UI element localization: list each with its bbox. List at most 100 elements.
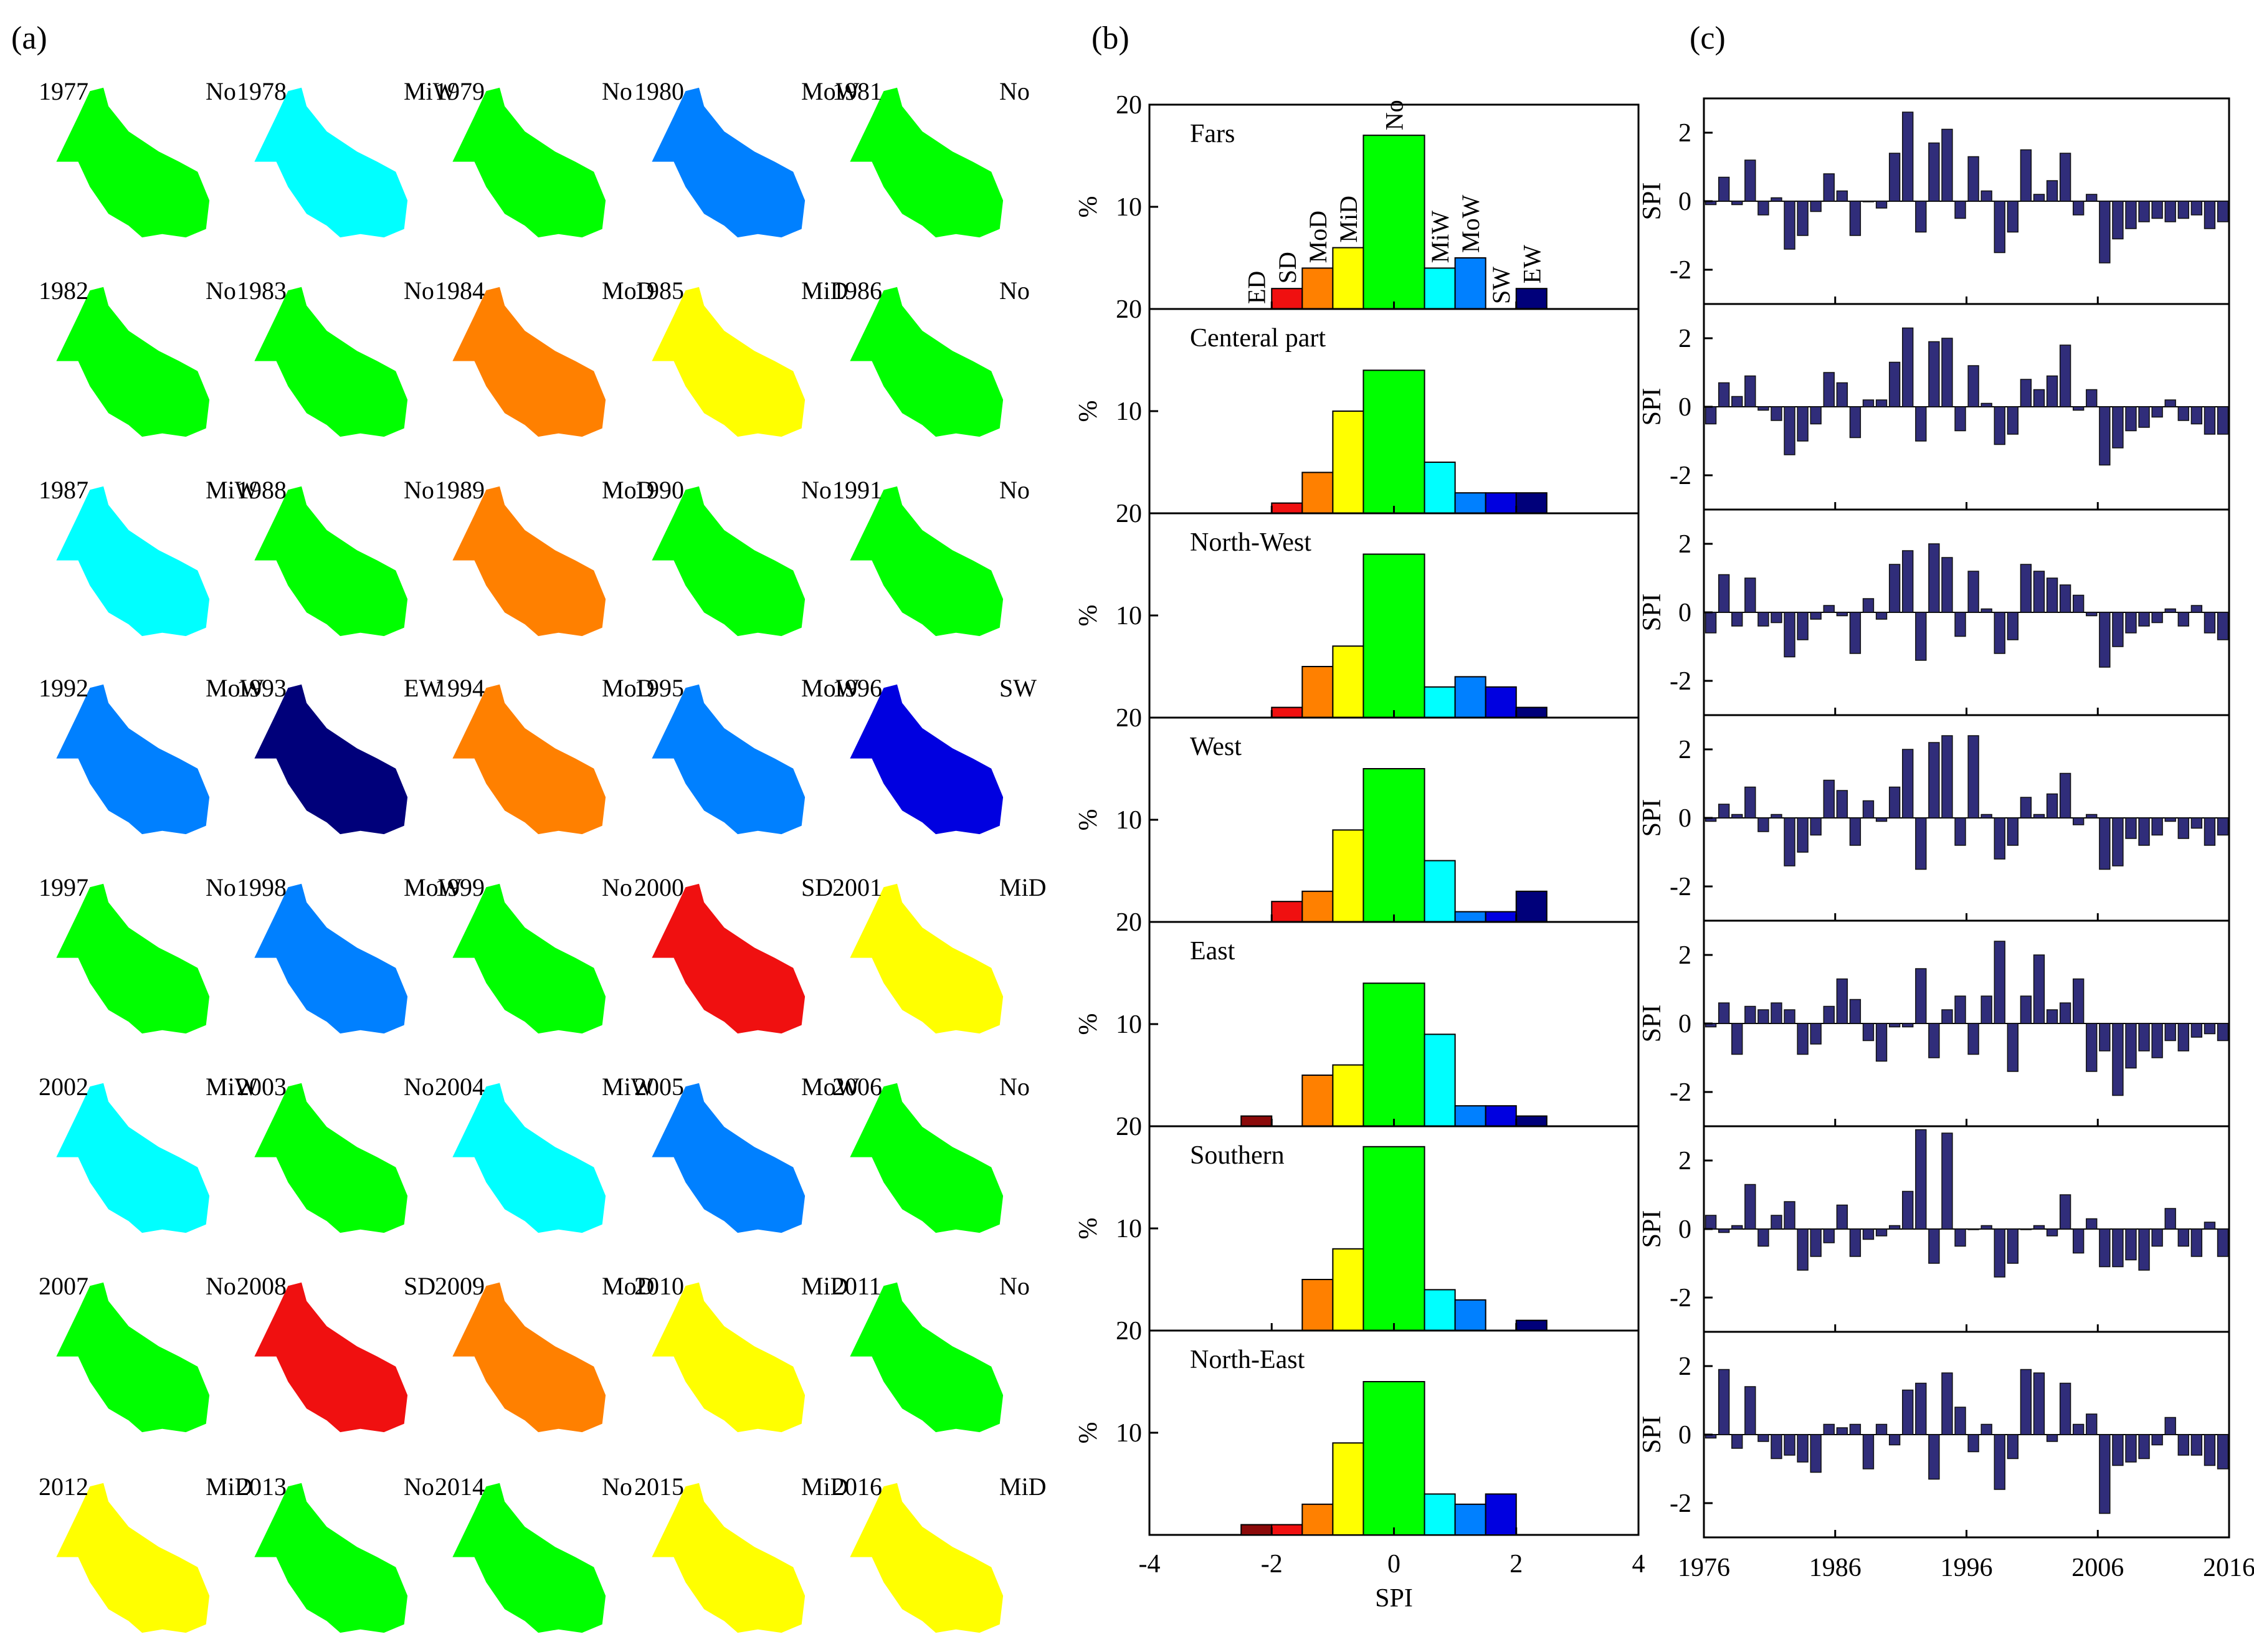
spi-bar-1985	[1810, 612, 1822, 620]
spi-bar-1994	[1928, 1228, 1940, 1264]
map-year-label: 2012	[39, 1473, 88, 1501]
spi-bar-1979	[1731, 201, 1743, 206]
spi-bar-1987	[1836, 1204, 1848, 1230]
spi-bar-1980	[1744, 159, 1756, 202]
map-shape	[452, 1483, 606, 1633]
region-map-1993	[254, 684, 408, 835]
spi-bar-1995	[1941, 735, 1953, 819]
map-year-label: 1978	[237, 77, 287, 105]
spi-bar-2015	[2204, 406, 2216, 435]
spi-bar-1992	[1902, 327, 1914, 407]
map-year-label: 2007	[39, 1272, 88, 1300]
map-class-label: MiD	[206, 1473, 253, 1501]
spi-bar-1983	[1784, 612, 1795, 658]
hist-bar-No	[1362, 982, 1425, 1127]
spi-bar-2000	[2007, 201, 2019, 233]
spi-bar-2014	[2190, 201, 2203, 216]
map-class-label: No	[999, 1272, 1030, 1300]
spi-bar-2012	[2164, 1417, 2176, 1435]
map-shape	[56, 1282, 210, 1433]
spi-bar-2002	[2033, 571, 2045, 613]
spi-bar-1983	[1784, 1009, 1795, 1024]
x-tick-label: 2006	[2071, 1554, 2124, 1582]
hist-bar-MoW	[1454, 1299, 1486, 1332]
spi-bar-2000	[2007, 1023, 2019, 1072]
spi-bar-2007	[2099, 1023, 2111, 1051]
spi-bar-2009	[2125, 406, 2137, 432]
y-axis-label: %	[1074, 1422, 1103, 1444]
map-shape	[254, 1282, 408, 1433]
region-map-1982	[56, 287, 210, 437]
spi-bar-2006	[2086, 194, 2098, 202]
y-tick-label: 2	[1678, 530, 1691, 559]
spi-bar-1988	[1849, 612, 1862, 654]
map-year-label: 1984	[435, 277, 485, 305]
class-label-MoD: MoD	[1304, 211, 1332, 263]
spi-bar-2002	[2033, 814, 2045, 819]
map-class-label: MoD	[602, 674, 654, 702]
y-tick-label: 10	[1116, 1419, 1142, 1448]
region-map-1984	[452, 287, 606, 437]
map-class-label: MiW	[602, 1073, 655, 1101]
hist-bar-MiW	[1424, 1493, 1456, 1536]
x-tick-label: 4	[1632, 1550, 1645, 1578]
spi-bar-1988	[1849, 201, 1862, 236]
hist-bar-SD	[1271, 502, 1303, 514]
spi-bar-2014	[2190, 1228, 2203, 1257]
spi-bar-2007	[2099, 612, 2111, 668]
map-class-label: No	[404, 476, 434, 504]
spi-bar-1989	[1862, 399, 1875, 407]
class-label-SW: SW	[1487, 267, 1515, 304]
spi-bar-2016	[2217, 406, 2229, 435]
region-map-2003	[254, 1083, 408, 1233]
spi-bar-2008	[2112, 612, 2124, 647]
map-class-label: No	[206, 1272, 236, 1300]
spi-bar-2000	[2007, 1228, 2019, 1264]
y-tick-label: 2	[1678, 119, 1691, 148]
map-shape	[652, 684, 806, 835]
spi-bar-1978	[1718, 1228, 1730, 1233]
y-axis-label: %	[1074, 196, 1103, 218]
map-class-label: No	[999, 1073, 1030, 1101]
spi-bar-1986	[1823, 1423, 1835, 1435]
spi-bar-1985	[1810, 406, 1822, 425]
spi-bar-2014	[2190, 817, 2203, 829]
region-map-1983	[254, 287, 408, 437]
y-tick-label: 2	[1678, 1147, 1691, 1175]
spi-bar-1977	[1705, 1215, 1717, 1230]
spi-bar-1989	[1862, 1023, 1875, 1042]
region-map-2012	[56, 1483, 210, 1633]
spi-bar-2006	[2086, 1218, 2098, 1230]
map-year-label: 1994	[435, 674, 485, 702]
region-map-1985	[652, 287, 806, 437]
map-class-label: No	[602, 873, 632, 901]
map-shape	[850, 486, 1004, 637]
spi-bar-1981	[1757, 201, 1769, 216]
spi-bar-1981	[1757, 1009, 1769, 1024]
class-label-MoW: MoW	[1457, 194, 1485, 253]
y-tick-label: 10	[1116, 193, 1142, 222]
spi-bar-1991	[1888, 1225, 1901, 1230]
spi-bar-1983	[1784, 406, 1795, 455]
hist-bar-MiW	[1424, 462, 1456, 514]
spi-bar-1998	[1981, 608, 1992, 613]
hist-bar-MiW	[1424, 1289, 1456, 1331]
y-tick-label: -2	[1670, 873, 1691, 901]
spi-bar-1998	[1981, 995, 1992, 1024]
spi-bar-2006	[2086, 612, 2098, 617]
spi-bar-2008	[2112, 406, 2124, 449]
spi-bar-2008	[2112, 817, 2124, 866]
spi-bar-2007	[2099, 817, 2111, 870]
spi-bar-1989	[1862, 800, 1875, 819]
spi-bar-2014	[2190, 605, 2203, 613]
spi-bar-1993	[1915, 201, 1927, 233]
map-shape	[56, 684, 210, 835]
spi-bar-1990	[1875, 201, 1888, 209]
spi-bar-1979	[1731, 1225, 1743, 1230]
region-map-2011	[850, 1282, 1004, 1433]
class-label-MiD: MiD	[1334, 196, 1362, 243]
spi-bar-1990	[1875, 817, 1888, 822]
hist-bar-EW	[1515, 1319, 1548, 1332]
map-year-label: 1986	[832, 277, 882, 305]
